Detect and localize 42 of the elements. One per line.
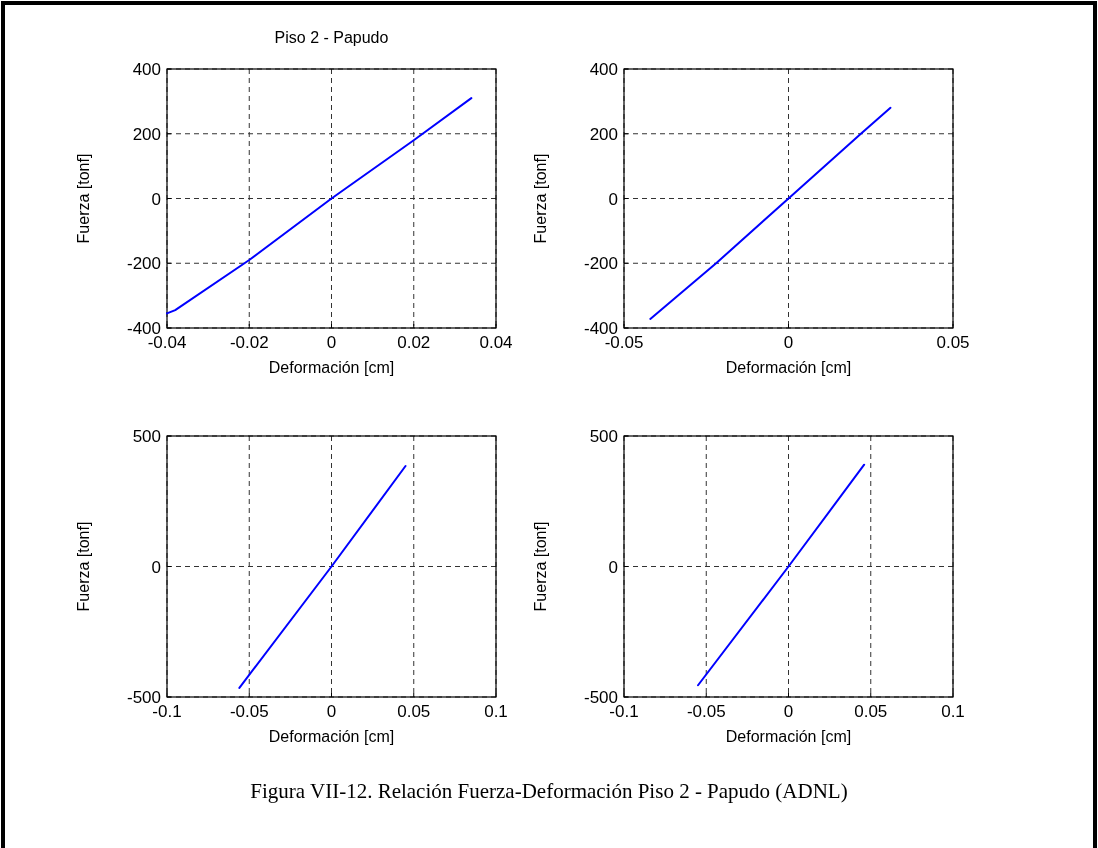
x-tick-label: -0.02 xyxy=(229,333,269,352)
line-series xyxy=(649,106,892,320)
x-axis-title: Deformación [cm] xyxy=(268,728,395,745)
x-tick-label: -0.05 xyxy=(686,702,726,721)
y-axis-title: Fuerza [tonf] xyxy=(75,521,92,612)
x-tick-label: 0.05 xyxy=(936,333,970,352)
x-axis-title: Deformación [cm] xyxy=(725,359,852,376)
x-tick-label: -0.1 xyxy=(609,702,639,721)
x-tick-label: -0.04 xyxy=(147,333,187,352)
y-tick-label: 500 xyxy=(589,427,618,446)
y-axis-title: Fuerza [tonf] xyxy=(75,153,92,244)
x-tick-label: 0 xyxy=(326,702,337,721)
x-axis-title: Deformación [cm] xyxy=(268,359,395,376)
x-tick-label: -0.1 xyxy=(152,702,182,721)
y-tick-label: 500 xyxy=(132,427,161,446)
x-axis-title: Deformación [cm] xyxy=(725,728,852,745)
x-tick-label: 0.1 xyxy=(484,702,508,721)
y-axis-title: Fuerza [tonf] xyxy=(532,153,549,244)
x-tick-label: 0 xyxy=(783,702,794,721)
chart-title: Piso 2 - Papudo xyxy=(274,29,389,46)
x-tick-label: 0.1 xyxy=(941,702,965,721)
y-tick-label: 0 xyxy=(151,557,161,577)
x-tick-label: 0.02 xyxy=(397,333,431,352)
y-axis-title: Fuerza [tonf] xyxy=(532,521,549,612)
y-tick-label: 200 xyxy=(132,124,161,144)
x-tick-label: 0 xyxy=(326,333,337,352)
x-tick-label: -0.05 xyxy=(229,702,269,721)
x-tick-label: 0 xyxy=(783,333,794,352)
y-tick-label: 0 xyxy=(608,189,618,209)
y-tick-label: -200 xyxy=(126,254,161,274)
x-tick-label: 0.04 xyxy=(479,333,513,352)
y-tick-label: 0 xyxy=(151,189,161,209)
x-tick-label: -0.05 xyxy=(604,333,644,352)
y-tick-label: 400 xyxy=(132,60,161,79)
text: Figura VII-12. Relación Fuerza-Deformación Piso 2 - Papudo (ADNL) xyxy=(250,779,848,803)
y-tick-label: -200 xyxy=(583,254,618,274)
line-series xyxy=(166,97,473,315)
y-tick-label: 0 xyxy=(608,557,618,577)
y-tick-label: 200 xyxy=(589,124,618,144)
x-tick-label: 0.05 xyxy=(854,702,888,721)
y-tick-label: 400 xyxy=(589,60,618,79)
x-tick-label: 0.05 xyxy=(397,702,431,721)
